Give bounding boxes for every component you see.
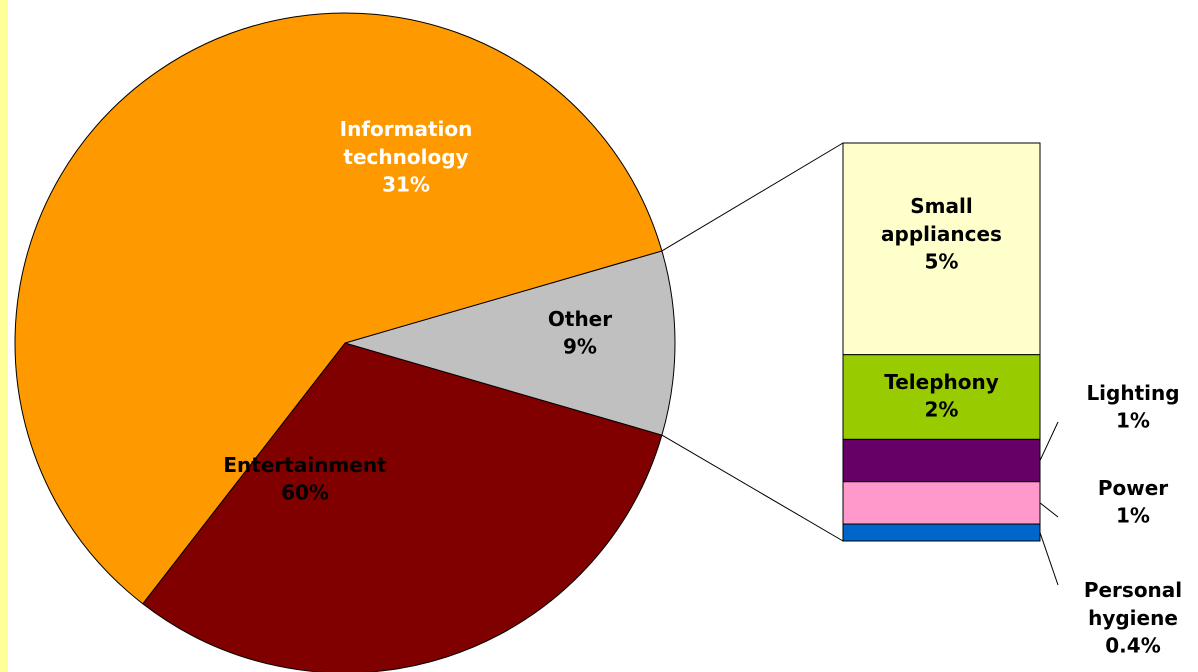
value-label: 0.4% <box>1105 634 1160 658</box>
bar-segment <box>842 523 1041 542</box>
category-label: Other <box>548 307 612 331</box>
pie-slice <box>14 12 663 605</box>
value-label: 9% <box>563 335 597 359</box>
category-label: Telephony <box>884 370 999 394</box>
pie-slice <box>142 342 663 672</box>
bar-segment <box>842 142 1041 356</box>
leader-line <box>1039 502 1059 518</box>
category-label: Personal hygiene <box>1084 578 1182 630</box>
category-label: Small appliances <box>881 193 1002 245</box>
value-label: 1% <box>1116 409 1150 433</box>
leader-line <box>1039 421 1059 461</box>
value-label: 31% <box>382 173 430 197</box>
value-label: 5% <box>925 249 959 273</box>
category-label: Power <box>1098 476 1168 500</box>
category-label: Information technology <box>340 117 473 169</box>
bar-segment <box>842 438 1041 483</box>
value-label: 2% <box>925 398 959 422</box>
value-label: 1% <box>1116 504 1150 528</box>
leader-line <box>1039 532 1059 586</box>
bar-segment <box>842 481 1041 525</box>
value-label: 60% <box>281 481 329 505</box>
category-label: Lighting <box>1086 381 1179 405</box>
bar-segment <box>842 354 1041 440</box>
category-label: Entertainment <box>223 453 387 477</box>
left-strip <box>0 0 8 672</box>
pie-slice <box>343 250 676 436</box>
connector <box>661 142 844 252</box>
connector <box>661 434 844 542</box>
